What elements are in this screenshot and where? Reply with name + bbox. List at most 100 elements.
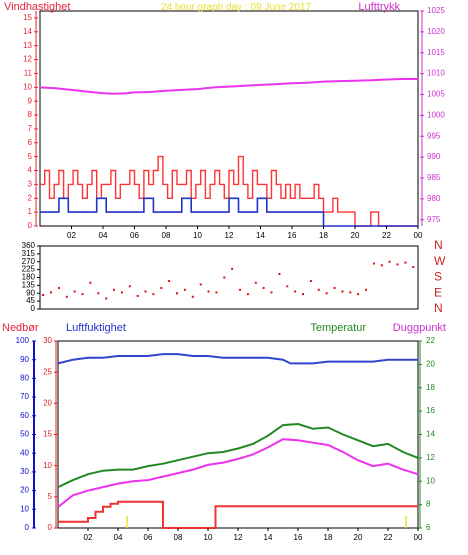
direction-point xyxy=(365,288,367,291)
direction-point xyxy=(42,294,45,296)
wind-tick-label: 6 xyxy=(28,138,33,147)
climate-x-tick-label: 12 xyxy=(234,533,243,542)
pressure-tick-label: 995 xyxy=(427,131,441,140)
percent-tick-label: 90 xyxy=(20,355,29,364)
pressure-tick-label: 980 xyxy=(427,194,441,203)
direction-tick-label: 270 xyxy=(22,257,36,266)
direction-point xyxy=(239,288,241,291)
pressure-tick-label: 1025 xyxy=(427,6,445,15)
direction-point xyxy=(65,295,68,298)
direction-point xyxy=(128,285,131,288)
direction-point xyxy=(223,276,226,279)
wind-x-tick-label: 16 xyxy=(288,231,297,240)
wind-x-tick-label: 12 xyxy=(225,231,234,240)
wind-tick-label: 7 xyxy=(28,124,33,133)
wind-speed-series xyxy=(40,197,418,227)
compass-label: E xyxy=(434,285,442,299)
chart-title: 24 hour graph day : 09 June 2017 xyxy=(161,2,312,13)
pressure-series xyxy=(39,78,418,95)
direction-tick-label: 180 xyxy=(22,273,36,282)
direction-point xyxy=(183,288,186,291)
rain-tick-label: 25 xyxy=(43,367,52,376)
wind-tick-label: 5 xyxy=(28,152,33,161)
direction-point xyxy=(57,287,60,289)
direction-point xyxy=(278,273,281,275)
rain-tick-label: 20 xyxy=(43,398,52,407)
percent-tick-label: 70 xyxy=(20,392,29,401)
rain-tick-label: 15 xyxy=(43,430,52,439)
pressure-tick-label: 975 xyxy=(427,215,441,224)
temperature-tick-label: 6 xyxy=(426,523,431,532)
direction-point xyxy=(412,266,415,268)
pressure-tick-label: 985 xyxy=(427,173,441,182)
percent-tick-label: 10 xyxy=(20,504,29,513)
direction-point xyxy=(160,287,163,289)
percent-tick-label: 40 xyxy=(20,448,29,457)
pressure-tick-label: 1015 xyxy=(427,48,445,57)
percent-tick-label: 50 xyxy=(20,430,29,439)
direction-point xyxy=(333,287,336,289)
temperature-tick-label: 16 xyxy=(426,406,435,415)
temperature-tick-label: 18 xyxy=(426,383,435,392)
direction-point xyxy=(309,280,312,282)
plot-data xyxy=(39,78,419,529)
compass-label: N xyxy=(434,238,443,252)
pressure-tick-label: 1010 xyxy=(427,69,445,78)
wind-tick-label: 13 xyxy=(23,41,32,50)
direction-tick-label: 135 xyxy=(22,280,36,289)
direction-point xyxy=(396,263,399,266)
rain-tick-label: 5 xyxy=(48,492,53,501)
wind-x-tick-label: 10 xyxy=(193,231,202,240)
dewpoint-axis-label: Duggpunkt xyxy=(393,322,446,334)
direction-point xyxy=(199,283,202,286)
direction-point xyxy=(325,292,328,295)
compass-label: W xyxy=(434,254,446,268)
direction-point xyxy=(215,291,218,294)
wind-axis-label: Vindhastighet xyxy=(4,1,70,13)
direction-tick-label: 0 xyxy=(31,304,36,313)
percent-tick-label: 60 xyxy=(20,411,29,420)
percent-tick-label: 30 xyxy=(20,467,29,476)
direction-point xyxy=(105,297,108,300)
dewpoint-series xyxy=(57,438,419,508)
direction-point xyxy=(152,293,155,296)
direction-point xyxy=(89,281,92,284)
temperature-tick-label: 20 xyxy=(426,359,435,368)
direction-point xyxy=(168,280,171,282)
direction-point xyxy=(254,281,257,284)
wind-x-tick-label: 14 xyxy=(256,231,265,240)
pressure-tick-label: 1000 xyxy=(427,110,445,119)
direction-point xyxy=(380,264,383,267)
percent-tick-label: 80 xyxy=(20,374,29,383)
climate-x-tick-label: 14 xyxy=(264,533,273,542)
climate-x-tick-label: 08 xyxy=(174,533,183,542)
wind-tick-label: 4 xyxy=(28,166,33,175)
direction-point xyxy=(294,290,297,293)
wind-x-tick-label: 08 xyxy=(162,231,171,240)
direction-point xyxy=(231,267,234,270)
axis-ticks: 0123456789101112131415975980985990995100… xyxy=(16,6,446,542)
wind-tick-label: 10 xyxy=(23,82,32,91)
wind-x-tick-label: 02 xyxy=(67,231,76,240)
compass-label: N xyxy=(434,301,443,315)
direction-point xyxy=(341,290,344,293)
direction-point xyxy=(144,290,147,293)
temperature-tick-label: 12 xyxy=(426,453,435,462)
rain-tick-label: 0 xyxy=(48,523,53,532)
direction-frame xyxy=(39,245,419,310)
climate-x-tick-label: 10 xyxy=(204,533,213,542)
direction-tick-label: 225 xyxy=(22,265,36,274)
wind-tick-label: 15 xyxy=(23,13,32,22)
direction-point xyxy=(357,293,360,296)
direction-point xyxy=(73,290,76,293)
wind-x-tick-label: 06 xyxy=(130,231,139,240)
direction-tick-label: 90 xyxy=(26,288,35,297)
temperature-tick-label: 8 xyxy=(426,500,431,509)
direction-tick-label: 45 xyxy=(26,296,35,305)
wind-x-tick-label: 00 xyxy=(414,231,423,240)
direction-point xyxy=(50,291,52,294)
wind-gust-series xyxy=(40,155,418,227)
wind-tick-label: 12 xyxy=(23,55,32,64)
wind-tick-label: 14 xyxy=(23,27,32,36)
